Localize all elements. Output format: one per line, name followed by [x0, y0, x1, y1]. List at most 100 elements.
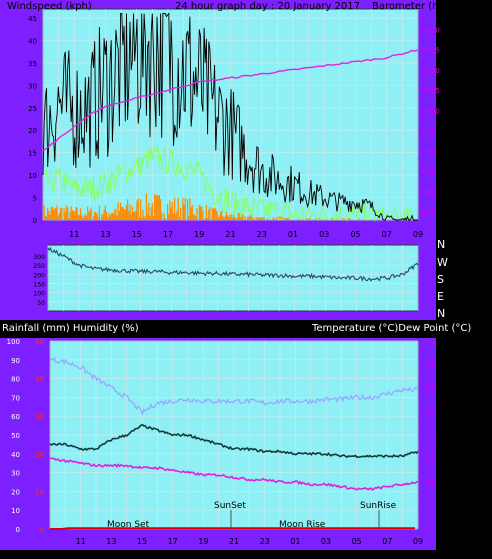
dir-label-n-top: N — [437, 238, 445, 251]
temp-xtick: 23 — [260, 537, 270, 546]
wind-ytick-right: 985 — [422, 168, 435, 176]
temp-xtick: 19 — [198, 537, 208, 546]
wind-ytick-right: 980 — [422, 189, 435, 197]
temp-xtick: 01 — [290, 537, 300, 546]
temp-xtick: 05 — [352, 537, 362, 546]
wind-series — [42, 12, 419, 222]
wind-ytick-left: 0 — [33, 217, 37, 225]
temp-xtick: 13 — [106, 537, 116, 546]
wind-xtick: 13 — [100, 230, 110, 239]
dir-ytick: 300 — [34, 254, 46, 261]
temp-xtick: 21 — [229, 537, 239, 546]
humidity-ytick: 10 — [11, 507, 20, 515]
temp-ytick: 5 — [426, 503, 430, 511]
humidity-ytick: 0 — [16, 526, 20, 534]
wind-xtick: 15 — [132, 230, 142, 239]
wind-ytick-right: 1015 — [422, 47, 440, 55]
dir-label-n-bottom: N — [437, 307, 445, 320]
wind-ytick-right: 1000 — [422, 107, 440, 115]
humidity-ytick: 70 — [11, 394, 20, 402]
humidity-ytick: 60 — [11, 413, 20, 421]
wind-xtick: 17 — [163, 230, 173, 239]
dir-ytick: 100 — [34, 291, 46, 298]
wind-ytick-right: 975 — [422, 209, 435, 217]
wind-xtick: 05 — [350, 230, 360, 239]
direction-series — [47, 246, 419, 282]
dir-ytick: 150 — [34, 282, 46, 289]
wind-ytick-left: 20 — [28, 127, 37, 135]
barometer-line — [42, 49, 419, 152]
axis-ticks: 0510152025303540459759809859909951000100… — [7, 15, 440, 546]
wind-xtick: 01 — [288, 230, 298, 239]
temp-xtick: 09 — [413, 537, 423, 546]
temp-ytick: 10 — [426, 479, 435, 487]
temp-series — [49, 357, 419, 530]
wind-ytick-left: 45 — [28, 15, 37, 23]
annotation-sunrise: SunRise — [360, 501, 397, 511]
wind-xtick: 19 — [194, 230, 204, 239]
humidity-ytick: 20 — [11, 488, 20, 496]
dir-label-w: W — [437, 256, 448, 269]
dir-ytick: 200 — [34, 272, 46, 279]
temp-xtick: 15 — [137, 537, 147, 546]
wind-ytick-left: 25 — [28, 105, 37, 113]
rain-ytick: 50 — [35, 338, 44, 346]
rain-ytick: 20 — [35, 451, 44, 459]
humidity-ytick: 90 — [11, 357, 20, 365]
temp-ytick: 40 — [426, 338, 435, 346]
temperature-line — [49, 423, 419, 459]
wind-ytick-right: 1005 — [422, 87, 440, 95]
wind-xtick: 23 — [257, 230, 267, 239]
rain-ytick: 30 — [35, 413, 44, 421]
wind-xtick: 11 — [69, 230, 79, 239]
top-right-label: Barometer (hpa) — [372, 1, 455, 12]
humidity-ytick: 80 — [11, 376, 20, 384]
humidity-ytick: 30 — [11, 470, 20, 478]
wind-ytick-right: 990 — [422, 148, 435, 156]
wind-xtick: 07 — [382, 230, 392, 239]
temp-xtick: 11 — [76, 537, 86, 546]
wind-ytick-left: 15 — [28, 150, 37, 158]
wind-ytick-left: 5 — [33, 195, 37, 203]
bottom-right-label: Temperature (°C)Dew Point (°C) — [311, 323, 471, 334]
temp-xtick: 07 — [382, 537, 392, 546]
temp-ytick: 35 — [426, 362, 435, 370]
annotation-moon-rise: Moon Rise — [279, 520, 326, 530]
temp-xtick: 03 — [321, 537, 331, 546]
temp-ytick: 0 — [426, 526, 430, 534]
wind-ytick-right: 1010 — [422, 67, 440, 75]
dir-ytick: 50 — [37, 300, 45, 307]
wind-ytick-right: 995 — [422, 128, 435, 136]
annotation-moon-set: Moon Set — [107, 520, 150, 530]
chart-title: 24 hour graph day : 20 January 2017 — [175, 1, 360, 12]
temp-ytick: 20 — [426, 432, 435, 440]
windspeed-line — [42, 12, 418, 222]
temp-xtick: 17 — [168, 537, 178, 546]
rain-ytick: 0 — [40, 526, 44, 534]
wind-ytick-left: 40 — [28, 37, 37, 45]
rain-ytick: 40 — [35, 376, 44, 384]
dir-label-s: S — [437, 273, 444, 286]
humidity-ytick: 50 — [11, 432, 20, 440]
dir-label-e: E — [437, 290, 444, 303]
bottom-left-label: Rainfall (mm) Humidity (%) — [2, 323, 139, 334]
dewpoint-line — [49, 457, 419, 491]
humidity-ytick: 40 — [11, 451, 20, 459]
wind-xtick: 03 — [319, 230, 329, 239]
wind-ytick-right: 1020 — [422, 26, 440, 34]
gust-line — [42, 145, 418, 222]
top-left-label: Windspeed (kph) — [7, 1, 92, 12]
rainfall-line — [50, 527, 415, 530]
temp-ytick: 15 — [426, 456, 435, 464]
direction-line — [47, 246, 419, 282]
humidity-line — [49, 357, 419, 416]
wind-ytick-left: 35 — [28, 60, 37, 68]
wind-xtick: 21 — [225, 230, 235, 239]
temp-ytick: 25 — [426, 409, 435, 417]
rain-ytick: 10 — [35, 488, 44, 496]
dir-ytick: 250 — [34, 263, 46, 270]
humidity-ytick: 100 — [7, 338, 20, 346]
wind-ytick-left: 10 — [28, 172, 37, 180]
